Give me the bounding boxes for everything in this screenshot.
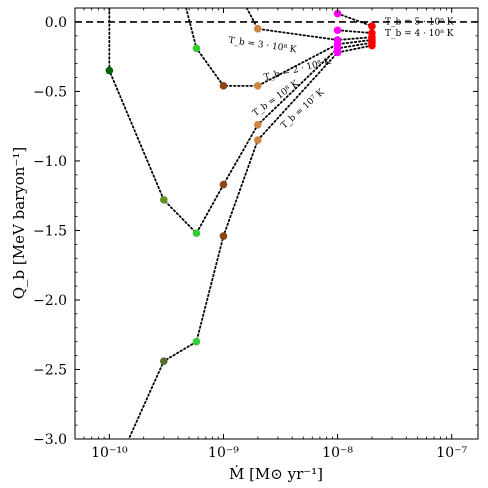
data-point-s4-p3	[333, 36, 342, 44]
tick-layer: 10⁻¹⁰ 10⁻⁹ 10⁻⁸ 10⁻⁷ 0.0 −0.5 −1.0 −1.5 −2.0 −2.5…	[33, 7, 478, 461]
data-point-s3-p2	[192, 44, 201, 53]
data-point-s1-p2	[159, 357, 168, 365]
x-tick-label: 10⁻⁸	[322, 445, 353, 461]
data-point-s3-p3	[219, 82, 228, 90]
y-tick-label: −0.5	[33, 84, 67, 100]
data-point-s1-p5	[254, 136, 262, 144]
data-point-s6-p1	[333, 9, 342, 18]
data-point-s1-p4	[219, 232, 228, 240]
data-point-s2-p5	[219, 180, 228, 189]
annotation-label-2: T_b = 4 · 10⁸ K	[385, 29, 454, 39]
x-tick-label: 10⁻¹⁰	[91, 445, 128, 461]
series-line-5	[336, 29, 373, 34]
x-tick-label: 10⁻⁹	[208, 445, 239, 461]
data-point-s5-p2	[368, 29, 376, 37]
y-tick-label: −1.0	[33, 154, 67, 170]
marker-layer	[105, 9, 376, 365]
data-point-s2-p2	[105, 66, 114, 75]
annotation-label-3: T_b = 3 · 10⁸ K	[228, 36, 297, 55]
annotation-layer: T_b = 5 · 10⁸ KT_b = 4 · 10⁸ K T_b = 3 · …	[228, 18, 454, 132]
y-tick-label: −1.5	[33, 223, 67, 239]
series-line-2	[108, 8, 373, 235]
data-point-s2-p3	[159, 196, 168, 204]
y-axis-label: Q_b [MeV baryon⁻¹]	[10, 147, 28, 300]
plot-frame	[74, 7, 479, 440]
data-point-s5-p1	[333, 26, 342, 35]
data-point-s3-p4	[254, 82, 262, 90]
data-point-s2-p4	[192, 229, 201, 238]
annotation-label-1: T_b = 5 · 10⁸ K	[385, 18, 454, 28]
y-tick-label: −3.0	[33, 432, 67, 448]
series-line-4	[245, 8, 373, 41]
y-tick-label: −2.0	[33, 293, 67, 309]
x-axis-label: Ṁ [M⊙ yr⁻¹]	[229, 465, 323, 483]
y-tick-label: −2.5	[33, 362, 67, 378]
series-line-1	[127, 44, 373, 439]
y-tick-label: 0.0	[45, 15, 67, 31]
data-point-s4-p2	[254, 25, 262, 33]
data-point-s1-p3	[192, 337, 201, 346]
data-point-s2-p6	[254, 120, 262, 129]
data-point-s6-p2	[368, 22, 376, 30]
x-tick-label: 10⁻⁷	[436, 445, 467, 461]
series-layer	[108, 8, 373, 439]
series-line-6	[336, 12, 373, 27]
series-line-3	[185, 8, 373, 87]
